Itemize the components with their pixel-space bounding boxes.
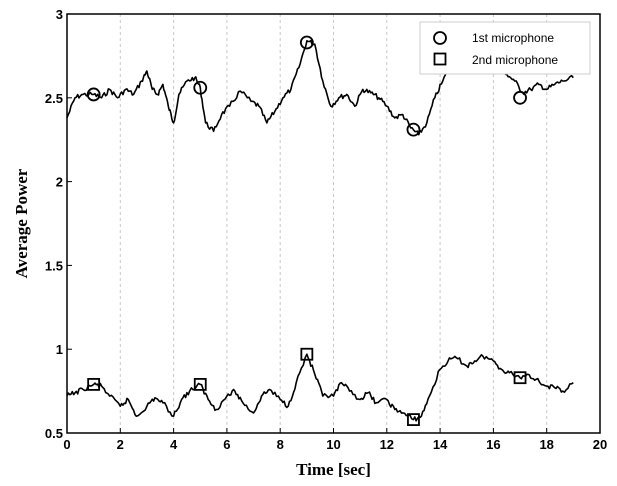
grid-lines [119, 14, 548, 433]
x-tick-label: 2 [117, 437, 124, 452]
x-tick-label: 14 [433, 437, 448, 452]
legend-square-marker [433, 52, 447, 66]
y-axis-label: Average Power [12, 168, 31, 278]
x-tick-label: 4 [170, 437, 178, 452]
x-axis-label: Time [sec] [296, 460, 371, 479]
x-tick-label: 6 [223, 437, 230, 452]
marker-layer [86, 35, 527, 426]
x-tick-label: 20 [593, 437, 607, 452]
data-point-square [513, 371, 527, 385]
data-point-square [87, 377, 101, 391]
data-point-square [407, 413, 420, 426]
y-tick-label: 0.5 [45, 426, 63, 441]
x-tick-label: 16 [486, 437, 500, 452]
data-point-circle [193, 80, 208, 95]
y-tick-label: 1 [56, 342, 63, 357]
legend-label-1st-microphone: 1st microphone [472, 31, 554, 45]
legend-box [419, 21, 591, 75]
x-tick-label: 10 [326, 437, 340, 452]
data-point-circle [513, 90, 527, 105]
y-tick-label: 3 [56, 7, 63, 22]
x-axis-ticks: 0 2 4 6 8 10 12 14 16 18 20 [63, 428, 607, 452]
x-tick-label: 0 [63, 437, 70, 452]
series-line-2nd-microphone [66, 353, 574, 422]
data-point-circle [406, 122, 421, 137]
y-tick-label: 1.5 [45, 258, 63, 273]
data-point-square [300, 347, 314, 361]
data-point-square [193, 377, 207, 391]
legend-circle-marker [433, 31, 447, 45]
x-tick-label: 12 [380, 437, 394, 452]
data-point-circle [299, 35, 314, 50]
y-axis-ticks: 0.5 1 1.5 2 2.5 3 [45, 7, 72, 441]
y-tick-label: 2.5 [45, 91, 63, 106]
legend: 1st microphone 2nd microphone [419, 21, 591, 75]
legend-label-2nd-microphone: 2nd microphone [472, 53, 558, 67]
x-tick-label: 18 [539, 437, 553, 452]
y-tick-label: 2 [56, 175, 63, 190]
x-tick-label: 8 [277, 437, 284, 452]
data-point-circle [86, 87, 101, 102]
